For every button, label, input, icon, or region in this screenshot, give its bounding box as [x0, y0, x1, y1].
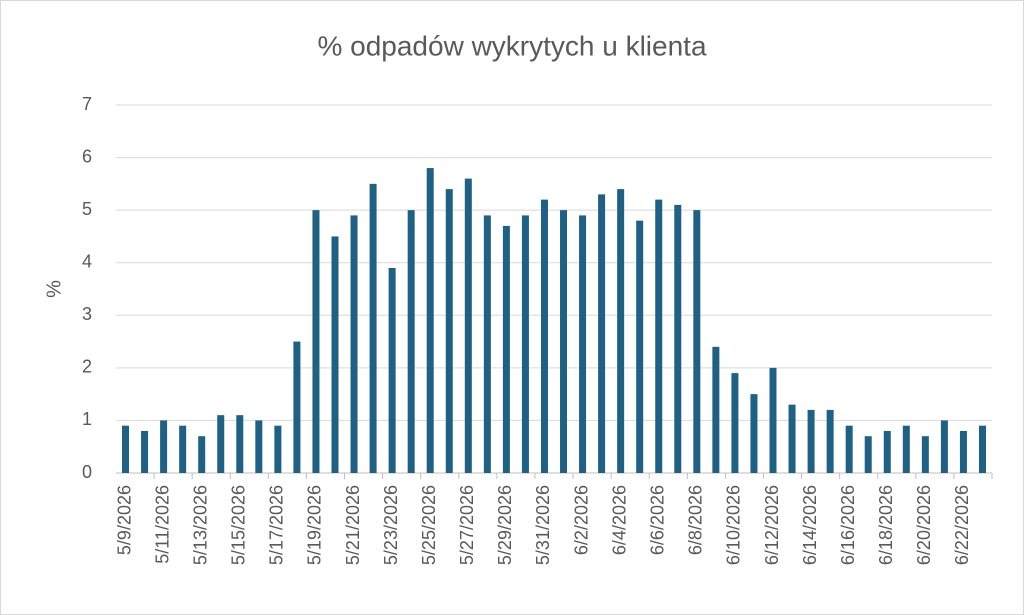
bar: [312, 210, 320, 473]
x-tick-label: 6/18/2026: [876, 485, 896, 565]
bar: [731, 373, 739, 473]
bar: [864, 436, 872, 473]
bar: [388, 267, 396, 473]
x-tick-label: 6/8/2026: [686, 485, 706, 555]
y-tick-label: 6: [82, 146, 92, 166]
bar: [940, 420, 948, 473]
bar: [959, 430, 967, 473]
bar: [217, 415, 225, 473]
x-tick-label: 5/15/2026: [229, 485, 249, 565]
bar: [160, 420, 168, 473]
y-tick-label: 2: [82, 357, 92, 377]
bar: [788, 404, 796, 473]
bar: [255, 420, 263, 473]
bar: [750, 394, 758, 473]
x-tick-label: 6/20/2026: [914, 485, 934, 565]
bar: [198, 436, 206, 473]
x-tick-label: 5/13/2026: [190, 485, 210, 565]
bar: [921, 436, 929, 473]
bar: [122, 425, 130, 473]
bar: [483, 215, 491, 473]
bar: [902, 425, 910, 473]
y-tick-label: 0: [82, 462, 92, 482]
x-tick-label: 5/21/2026: [343, 485, 363, 565]
bar: [331, 236, 339, 473]
bar: [769, 367, 777, 473]
bar: [636, 220, 644, 473]
bar: [674, 204, 682, 473]
x-tick-label: 5/23/2026: [381, 485, 401, 565]
bar: [369, 183, 377, 473]
bar: [693, 210, 701, 473]
x-tick-label: 6/2/2026: [571, 485, 591, 555]
x-tick-label: 6/12/2026: [762, 485, 782, 565]
y-tick-label: 3: [82, 304, 92, 324]
x-tick-label: 5/27/2026: [457, 485, 477, 565]
bar: [179, 425, 187, 473]
bar: [141, 430, 149, 473]
x-tick-label: 6/14/2026: [800, 485, 820, 565]
bar: [540, 199, 548, 473]
y-tick-label: 4: [82, 251, 92, 271]
bar: [293, 341, 301, 473]
bar: [883, 430, 891, 473]
bar: [350, 215, 358, 473]
bar: [236, 415, 244, 473]
y-axis-label: %: [43, 280, 65, 298]
y-tick-label: 7: [82, 94, 92, 114]
chart-title: % odpadów wykrytych u klienta: [317, 30, 707, 61]
x-tick-label: 6/22/2026: [952, 485, 972, 565]
x-tick-label: 5/9/2026: [114, 485, 134, 555]
x-tick-label: 6/16/2026: [838, 485, 858, 565]
bar: [807, 409, 815, 473]
bar: [407, 210, 415, 473]
bar: [712, 346, 720, 473]
x-tick-label: 6/4/2026: [609, 485, 629, 555]
bar: [978, 425, 986, 473]
bar: [521, 215, 529, 473]
y-tick-label: 1: [82, 409, 92, 429]
bar: [617, 189, 625, 473]
x-tick-label: 5/17/2026: [267, 485, 287, 565]
bar: [274, 425, 282, 473]
x-tick-label: 5/29/2026: [495, 485, 515, 565]
bar: [845, 425, 853, 473]
x-tick-label: 5/31/2026: [533, 485, 553, 565]
bar: [560, 210, 568, 473]
x-tick-label: 5/11/2026: [152, 485, 172, 564]
x-tick-label: 6/6/2026: [647, 485, 667, 555]
bar: [579, 215, 587, 473]
bar: [502, 225, 510, 473]
bar: [826, 409, 834, 473]
x-tick-label: 5/19/2026: [305, 485, 325, 565]
x-tick-label: 5/25/2026: [419, 485, 439, 565]
bar: [464, 178, 472, 473]
y-tick-label: 5: [82, 199, 92, 219]
bar: [655, 199, 663, 473]
bar: [445, 189, 453, 473]
bar: [426, 168, 434, 474]
bar: [598, 194, 606, 473]
x-tick-label: 6/10/2026: [724, 485, 744, 565]
